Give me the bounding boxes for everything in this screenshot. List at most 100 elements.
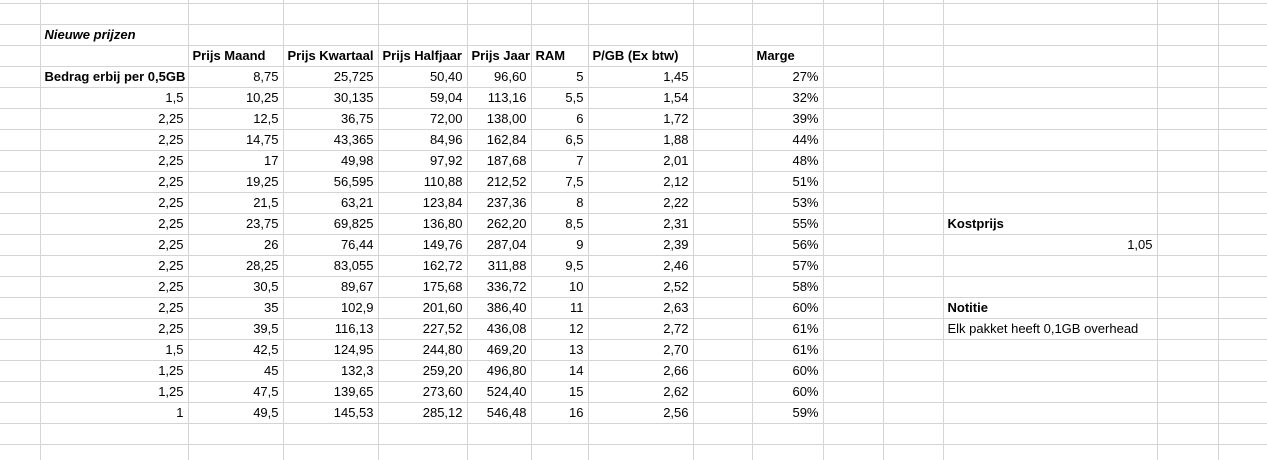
data-cell[interactable]: 2,25 bbox=[40, 192, 189, 214]
data-cell[interactable]: 48% bbox=[752, 150, 824, 172]
data-cell[interactable]: 2,01 bbox=[588, 150, 694, 172]
data-cell[interactable]: 2,25 bbox=[40, 276, 189, 298]
data-cell[interactable]: 10 bbox=[531, 276, 589, 298]
cell[interactable] bbox=[752, 423, 824, 445]
data-cell[interactable]: 83,055 bbox=[283, 255, 379, 277]
data-cell[interactable]: 12 bbox=[531, 318, 589, 340]
data-cell[interactable]: 262,20 bbox=[467, 213, 532, 235]
cell[interactable] bbox=[883, 0, 944, 4]
data-cell[interactable]: 96,60 bbox=[467, 66, 532, 88]
cell[interactable] bbox=[1218, 255, 1267, 277]
cell[interactable] bbox=[188, 24, 284, 46]
data-cell[interactable]: 5,5 bbox=[531, 87, 589, 109]
data-cell[interactable]: 39,5 bbox=[188, 318, 284, 340]
cell[interactable] bbox=[693, 276, 753, 298]
cell[interactable] bbox=[1157, 297, 1219, 319]
cell[interactable] bbox=[943, 402, 1158, 424]
data-cell[interactable]: 2,56 bbox=[588, 402, 694, 424]
cell[interactable] bbox=[943, 129, 1158, 151]
cell[interactable] bbox=[1157, 360, 1219, 382]
cell[interactable] bbox=[40, 0, 189, 4]
cell[interactable] bbox=[1157, 129, 1219, 151]
data-cell[interactable]: 2,25 bbox=[40, 297, 189, 319]
cell[interactable] bbox=[378, 444, 468, 460]
data-cell[interactable]: 60% bbox=[752, 360, 824, 382]
data-cell[interactable]: 227,52 bbox=[378, 318, 468, 340]
data-cell[interactable]: 51% bbox=[752, 171, 824, 193]
data-cell[interactable]: 496,80 bbox=[467, 360, 532, 382]
data-cell[interactable]: 21,5 bbox=[188, 192, 284, 214]
cell[interactable] bbox=[0, 87, 41, 109]
data-cell[interactable]: 61% bbox=[752, 339, 824, 361]
data-cell[interactable]: 2,39 bbox=[588, 234, 694, 256]
cell[interactable] bbox=[752, 3, 824, 25]
cell[interactable] bbox=[883, 171, 944, 193]
data-cell[interactable]: 6 bbox=[531, 108, 589, 130]
cell[interactable] bbox=[883, 297, 944, 319]
cell[interactable] bbox=[943, 444, 1158, 460]
cell[interactable] bbox=[1218, 360, 1267, 382]
data-cell[interactable]: 39% bbox=[752, 108, 824, 130]
data-cell[interactable]: 1,88 bbox=[588, 129, 694, 151]
data-cell[interactable]: 12,5 bbox=[188, 108, 284, 130]
cell[interactable] bbox=[943, 3, 1158, 25]
data-cell[interactable]: 436,08 bbox=[467, 318, 532, 340]
cell[interactable] bbox=[1218, 24, 1267, 46]
data-cell[interactable]: 175,68 bbox=[378, 276, 468, 298]
cell[interactable] bbox=[883, 3, 944, 25]
cell[interactable] bbox=[823, 129, 884, 151]
cell[interactable] bbox=[823, 234, 884, 256]
cell[interactable] bbox=[1157, 192, 1219, 214]
cell[interactable] bbox=[1157, 339, 1219, 361]
cell[interactable] bbox=[823, 318, 884, 340]
data-cell[interactable]: 311,88 bbox=[467, 255, 532, 277]
data-cell[interactable]: 123,84 bbox=[378, 192, 468, 214]
cell[interactable] bbox=[1218, 213, 1267, 235]
cell[interactable] bbox=[1157, 24, 1219, 46]
cell[interactable] bbox=[823, 66, 884, 88]
data-cell[interactable]: 1,45 bbox=[588, 66, 694, 88]
data-cell[interactable]: 162,84 bbox=[467, 129, 532, 151]
data-cell[interactable]: 30,135 bbox=[283, 87, 379, 109]
cell[interactable] bbox=[0, 444, 41, 460]
data-cell[interactable]: 2,72 bbox=[588, 318, 694, 340]
cell[interactable] bbox=[467, 423, 532, 445]
data-cell[interactable]: 36,75 bbox=[283, 108, 379, 130]
cell[interactable] bbox=[40, 3, 189, 25]
data-cell[interactable]: 187,68 bbox=[467, 150, 532, 172]
cell[interactable] bbox=[823, 0, 884, 4]
cell[interactable] bbox=[467, 24, 532, 46]
data-cell[interactable]: 2,31 bbox=[588, 213, 694, 235]
cell[interactable] bbox=[823, 87, 884, 109]
data-cell[interactable]: 2,46 bbox=[588, 255, 694, 277]
cell[interactable] bbox=[823, 150, 884, 172]
cell[interactable] bbox=[823, 45, 884, 67]
data-cell[interactable]: 89,67 bbox=[283, 276, 379, 298]
cell[interactable] bbox=[943, 24, 1158, 46]
cell[interactable] bbox=[1157, 444, 1219, 460]
cell[interactable] bbox=[1218, 171, 1267, 193]
data-cell[interactable]: 72,00 bbox=[378, 108, 468, 130]
cell[interactable] bbox=[1157, 3, 1219, 25]
data-cell[interactable]: 285,12 bbox=[378, 402, 468, 424]
data-cell[interactable]: 1,5 bbox=[40, 87, 189, 109]
data-cell[interactable]: 469,20 bbox=[467, 339, 532, 361]
cell[interactable] bbox=[1157, 318, 1219, 340]
sheet-title-cell[interactable]: Nieuwe prijzen bbox=[40, 24, 189, 46]
cell[interactable] bbox=[0, 66, 41, 88]
cell[interactable] bbox=[0, 318, 41, 340]
data-cell[interactable]: 336,72 bbox=[467, 276, 532, 298]
data-cell[interactable]: 7 bbox=[531, 150, 589, 172]
data-cell[interactable]: 14 bbox=[531, 360, 589, 382]
cell[interactable] bbox=[943, 108, 1158, 130]
data-cell[interactable]: 60% bbox=[752, 297, 824, 319]
cell[interactable] bbox=[943, 45, 1158, 67]
cell[interactable] bbox=[0, 339, 41, 361]
data-cell[interactable]: 45 bbox=[188, 360, 284, 382]
cell[interactable] bbox=[823, 423, 884, 445]
cell[interactable] bbox=[378, 3, 468, 25]
cell[interactable] bbox=[883, 360, 944, 382]
cell[interactable] bbox=[283, 444, 379, 460]
data-cell[interactable]: 162,72 bbox=[378, 255, 468, 277]
data-cell[interactable]: 44% bbox=[752, 129, 824, 151]
